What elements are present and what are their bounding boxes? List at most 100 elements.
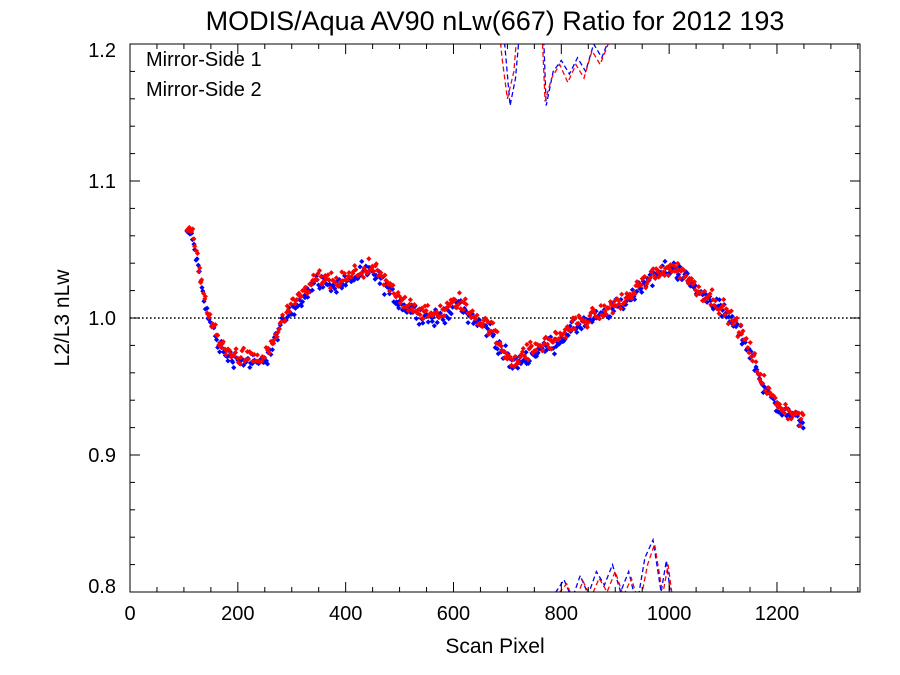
y-tick-label: 0.9 [88, 445, 116, 467]
data-point-side-2 [777, 401, 783, 407]
data-point-side-1 [632, 296, 638, 303]
data-point-side-2 [327, 285, 333, 291]
data-point-side-2 [282, 317, 288, 323]
data-point-side-1 [743, 347, 750, 353]
data-point-side-2 [585, 319, 592, 325]
data-point-side-1 [593, 308, 599, 314]
data-point-side-2 [733, 318, 739, 324]
data-point-side-1 [425, 319, 431, 325]
data-point-side-2 [740, 328, 746, 334]
data-point-side-2 [254, 352, 260, 358]
data-point-side-2 [241, 345, 247, 351]
data-point-side-2 [486, 331, 492, 337]
data-point-side-2 [781, 410, 787, 416]
data-point-side-2 [638, 282, 644, 289]
y-tick-label: 1.1 [88, 171, 116, 193]
data-point-side-2 [251, 351, 257, 358]
data-point-side-2 [259, 358, 265, 364]
chart-title: MODIS/Aqua AV90 nLw(667) Ratio for 2012 … [206, 6, 785, 36]
data-point-side-2 [407, 297, 413, 303]
data-point-side-2 [319, 281, 325, 287]
data-point-side-2 [746, 350, 752, 356]
data-point-side-2 [340, 278, 346, 284]
data-point-side-2 [734, 315, 740, 321]
data-point-side-1 [299, 299, 306, 305]
data-point-side-1 [503, 343, 509, 349]
data-point-side-2 [444, 305, 450, 311]
data-point-side-2 [210, 321, 216, 327]
data-point-side-2 [561, 330, 567, 336]
data-point-side-2 [383, 277, 389, 284]
data-point-side-2 [725, 308, 731, 314]
data-point-side-2 [755, 371, 761, 377]
data-point-side-2 [468, 314, 474, 320]
data-point-side-1 [620, 306, 626, 312]
data-point-side-2 [353, 267, 359, 273]
data-point-side-2 [702, 288, 708, 294]
data-point-side-2 [516, 360, 522, 366]
data-point-side-2 [325, 272, 331, 278]
data-point-side-2 [615, 297, 622, 304]
data-point-side-2 [684, 278, 691, 284]
x-tick-label: 1000 [647, 603, 692, 625]
data-point-side-1 [393, 300, 399, 307]
data-point-side-1 [677, 263, 683, 270]
data-point-side-2 [378, 269, 384, 276]
data-point-side-2 [538, 343, 544, 350]
data-point-side-2 [288, 301, 294, 307]
data-point-side-2 [350, 270, 356, 277]
data-point-side-1 [719, 313, 725, 319]
x-tick-label: 1200 [755, 603, 800, 625]
data-point-side-2 [645, 278, 651, 284]
data-point-side-1 [609, 306, 615, 312]
data-point-side-2 [623, 295, 629, 301]
data-point-side-1 [339, 285, 345, 291]
data-point-side-2 [435, 312, 441, 318]
data-point-side-2 [508, 362, 515, 368]
data-point-side-2 [657, 272, 663, 278]
data-point-side-2 [745, 344, 751, 351]
data-point-side-2 [788, 416, 794, 422]
data-point-side-2 [405, 308, 411, 314]
data-point-side-2 [708, 302, 714, 308]
data-point-side-2 [642, 274, 648, 280]
data-point-side-1 [729, 313, 735, 319]
data-point-side-2 [207, 311, 213, 317]
data-point-side-1 [800, 420, 806, 426]
data-point-side-1 [623, 301, 629, 308]
data-point-side-2 [226, 347, 232, 353]
data-point-side-1 [214, 337, 220, 343]
data-point-side-2 [600, 313, 606, 320]
legend-label-mirror-side-1: Mirror-Side 1 [146, 49, 262, 71]
data-point-side-1 [295, 303, 301, 309]
data-point-side-2 [215, 332, 221, 338]
data-point-side-2 [487, 328, 493, 334]
data-point-side-2 [596, 316, 603, 322]
data-point-side-2 [296, 290, 302, 296]
data-point-side-2 [678, 268, 684, 274]
data-point-side-1 [634, 288, 640, 295]
data-point-side-2 [761, 372, 767, 378]
data-point-side-2 [655, 269, 661, 275]
data-point-side-2 [359, 270, 365, 276]
data-point-side-2 [463, 301, 469, 308]
data-point-side-2 [665, 272, 672, 279]
data-point-side-1 [562, 336, 568, 342]
data-point-side-2 [385, 281, 391, 288]
data-point-side-2 [719, 304, 725, 310]
data-point-side-2 [316, 268, 323, 274]
data-point-side-2 [749, 358, 756, 364]
data-point-side-1 [654, 271, 660, 277]
legend-label-mirror-side-2: Mirror-Side 2 [146, 79, 262, 101]
data-point-side-2 [730, 321, 736, 328]
data-point-side-2 [290, 296, 296, 302]
data-point-side-2 [738, 322, 744, 328]
data-point-side-2 [416, 306, 422, 312]
data-point-side-2 [469, 308, 476, 314]
data-point-side-1 [317, 285, 323, 291]
data-point-side-1 [454, 300, 460, 306]
data-point-side-1 [723, 314, 729, 320]
data-point-side-1 [638, 285, 644, 292]
data-point-side-2 [634, 279, 640, 285]
data-point-side-2 [576, 313, 582, 319]
